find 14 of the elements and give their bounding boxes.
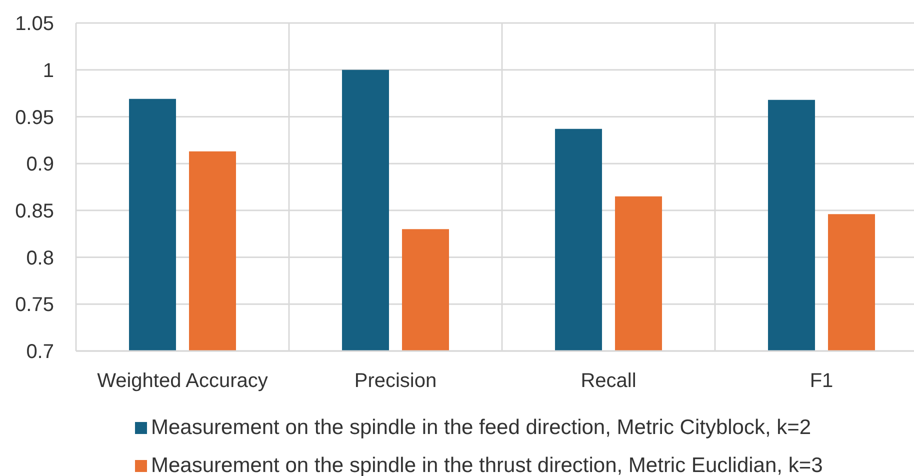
y-tick-label: 0.85 (15, 200, 54, 223)
y-tick-label: 0.7 (26, 341, 54, 364)
y-tick-label: 0.9 (26, 154, 54, 176)
x-tick-label: Recall (580, 370, 636, 392)
legend-label: Measurement on the spindle in the feed direction, Metric Cityblock, k=2 (151, 416, 812, 439)
x-tick-label: Weighted Accuracy (97, 370, 268, 392)
y-tick-label: 0.75 (15, 294, 54, 316)
y-tick-label: 1 (42, 60, 54, 82)
legend-label: Measurement on the spindle in the thrust direction, Metric Euclidian, k=3 (151, 454, 823, 476)
y-tick-label: 1.05 (15, 13, 54, 36)
x-tick-label: Precision (354, 370, 437, 392)
y-tick-label: 0.8 (26, 247, 54, 270)
y-tick-label: 0.95 (15, 106, 54, 129)
x-tick-label: F1 (810, 370, 834, 392)
